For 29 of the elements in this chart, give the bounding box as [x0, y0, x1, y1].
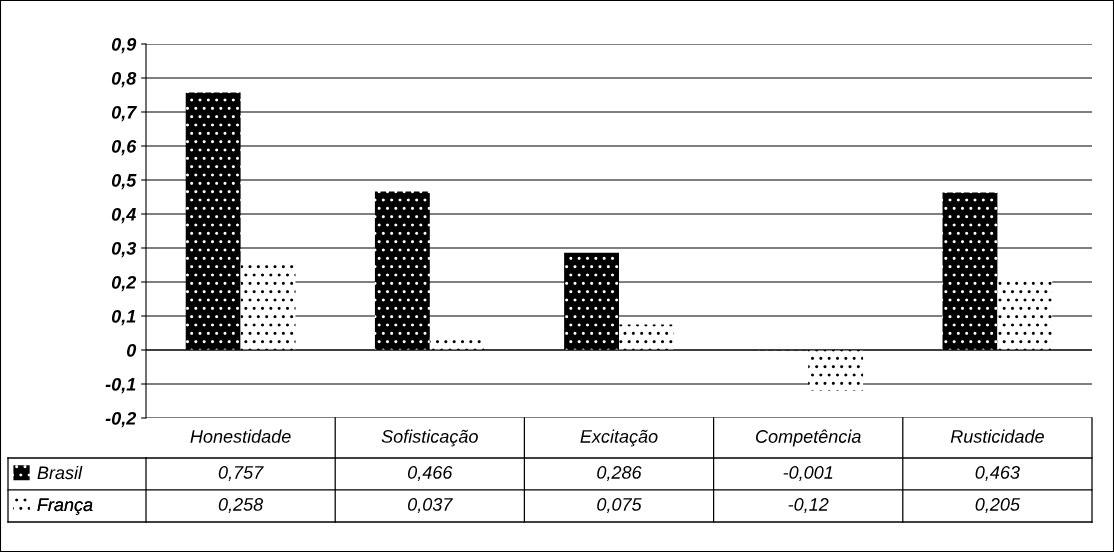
data-label: 0,075	[597, 498, 642, 513]
y-tick-label: 0,1	[111, 309, 136, 326]
data-label: 0,466	[408, 466, 453, 481]
x-tick-label: Honestidade	[190, 429, 291, 443]
y-tick-label: 0,7	[111, 105, 137, 122]
data-label: -0,001	[783, 466, 833, 481]
y-tick-label: 0,3	[111, 241, 137, 258]
y-tick-label: 0,5	[111, 173, 137, 190]
legend-label: França	[37, 498, 93, 515]
legend-label: Brasil	[37, 465, 83, 480]
data-label: 0,037	[408, 498, 453, 513]
data-label: 0,463	[975, 466, 1020, 481]
x-tick-label: Excitação	[580, 429, 658, 447]
y-tick-label: -0,2	[105, 411, 137, 428]
data-label: 0,286	[597, 466, 642, 481]
y-tick-label: 0	[126, 343, 137, 357]
y-tick-label: 0,6	[111, 139, 137, 156]
y-tick-label: 0,2	[111, 275, 137, 292]
data-label: -0,12	[788, 498, 829, 513]
x-tick-label: Competência	[756, 429, 861, 447]
y-tick-label: 0,8	[111, 71, 137, 88]
data-label: 0,757	[218, 466, 264, 481]
y-tick-label: -0,1	[105, 377, 136, 394]
x-tick-label: Sofisticação	[381, 429, 478, 447]
data-label: 0,205	[975, 498, 1021, 513]
y-tick-label: 0,4	[111, 207, 136, 224]
data-label: 0,258	[218, 498, 264, 513]
y-tick-label: 0,9	[111, 37, 137, 54]
x-tick-label: Rusticidade	[950, 429, 1044, 443]
